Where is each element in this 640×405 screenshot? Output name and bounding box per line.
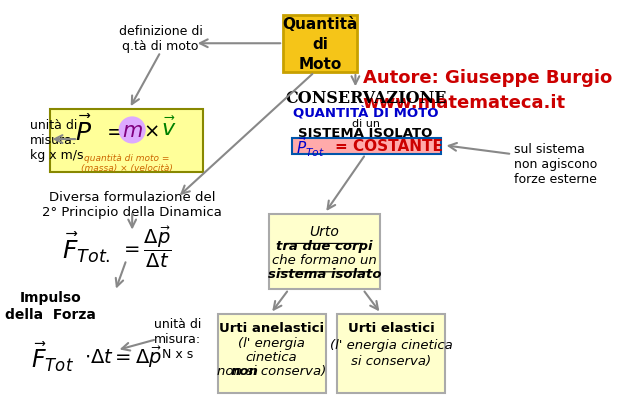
FancyBboxPatch shape <box>269 215 380 290</box>
Text: $m$: $m$ <box>122 121 143 141</box>
FancyBboxPatch shape <box>292 139 442 155</box>
Text: tra due corpi: tra due corpi <box>276 239 372 252</box>
Text: = COSTANTE: = COSTANTE <box>335 139 444 154</box>
Text: che formano un: che formano un <box>272 253 377 266</box>
Text: quantità di moto =
(massa) × (velocità): quantità di moto = (massa) × (velocità) <box>81 153 172 173</box>
Text: $\vec{P}_{Tot}$: $\vec{P}_{Tot}$ <box>296 135 325 158</box>
Text: $\vec{P}$: $\vec{P}$ <box>76 115 92 146</box>
Text: QUANTITÀ DI MOTO: QUANTITÀ DI MOTO <box>293 107 438 120</box>
Text: Quantità
di
Moto: Quantità di Moto <box>282 17 358 72</box>
Text: Urti anelastici: Urti anelastici <box>219 321 324 334</box>
FancyBboxPatch shape <box>218 314 326 393</box>
Text: cinetica: cinetica <box>246 350 298 363</box>
Text: sistema isolato: sistema isolato <box>268 267 381 280</box>
Text: (l' energia: (l' energia <box>238 336 305 349</box>
Text: definizione di
q.tà di moto: definizione di q.tà di moto <box>118 25 203 52</box>
Text: $\vec{v}$: $\vec{v}$ <box>161 116 177 139</box>
Text: Impulso
della  Forza: Impulso della Forza <box>5 291 96 321</box>
Text: $\cdot\Delta t=\Delta\vec{p}$: $\cdot\Delta t=\Delta\vec{p}$ <box>84 344 162 369</box>
FancyBboxPatch shape <box>283 16 357 73</box>
Text: unità di
misura:
N x s: unità di misura: N x s <box>154 317 202 360</box>
Text: CONSERVAZIONE: CONSERVAZIONE <box>285 90 447 107</box>
FancyBboxPatch shape <box>49 109 204 172</box>
Text: Urti elastici: Urti elastici <box>348 321 435 334</box>
Text: $\times$: $\times$ <box>143 121 158 140</box>
Text: Urto: Urto <box>309 225 339 239</box>
Text: non si conserva): non si conserva) <box>217 364 326 377</box>
Text: $=$: $=$ <box>102 121 123 141</box>
Text: sul sistema
non agiscono
forze esterne: sul sistema non agiscono forze esterne <box>514 143 597 185</box>
Text: $\vec{F}_{Tot}$: $\vec{F}_{Tot}$ <box>31 339 74 373</box>
FancyBboxPatch shape <box>337 314 445 393</box>
Text: unità di
misura:
kg x m/s: unità di misura: kg x m/s <box>29 118 83 161</box>
Text: Autore: Giuseppe Burgio
www.matemateca.it: Autore: Giuseppe Burgio www.matemateca.i… <box>363 69 612 112</box>
Text: SISTEMA ISOLATO: SISTEMA ISOLATO <box>298 127 433 140</box>
Text: Diversa formulazione del
2° Principio della Dinamica: Diversa formulazione del 2° Principio de… <box>42 191 222 218</box>
Text: non: non <box>230 364 259 377</box>
Text: (l' energia cinetica: (l' energia cinetica <box>330 338 452 351</box>
Text: $=\dfrac{\Delta\vec{p}}{\Delta t}$: $=\dfrac{\Delta\vec{p}}{\Delta t}$ <box>120 224 172 270</box>
Text: $\vec{F}_{Tot.}$: $\vec{F}_{Tot.}$ <box>62 230 111 264</box>
Text: di un: di un <box>351 119 380 128</box>
Text: si conserva): si conserva) <box>351 354 431 367</box>
